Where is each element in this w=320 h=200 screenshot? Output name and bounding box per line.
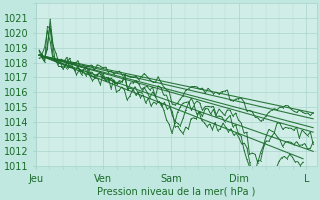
X-axis label: Pression niveau de la mer( hPa ): Pression niveau de la mer( hPa ) — [97, 187, 255, 197]
